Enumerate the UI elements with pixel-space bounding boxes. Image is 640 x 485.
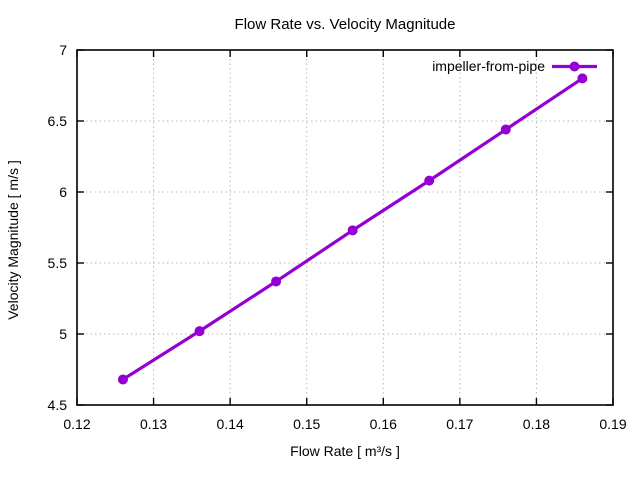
data-point [500, 124, 511, 135]
y-tick-label: 6 [59, 184, 67, 200]
x-tick-label: 0.13 [140, 416, 167, 432]
y-axis-label: Velocity Magnitude [ m/s ] [5, 160, 21, 320]
y-tick-labels: 4.5 5 5.5 6 6.5 7 [48, 42, 68, 413]
data-point [117, 374, 128, 385]
x-tick-labels: 0.12 0.13 0.14 0.15 0.16 0.17 0.18 0.19 [63, 416, 626, 432]
legend-label: impeller-from-pipe [432, 58, 545, 74]
legend: impeller-from-pipe [432, 58, 597, 74]
x-tick-label: 0.15 [293, 416, 320, 432]
x-tick-label: 0.18 [523, 416, 550, 432]
grid [76, 49, 614, 406]
y-tick-label: 4.5 [48, 397, 68, 413]
plot-border [76, 49, 614, 406]
y-tick-label: 5 [59, 326, 67, 342]
data-point [347, 225, 358, 236]
y-tick-label: 5.5 [48, 255, 68, 271]
x-axis-label: Flow Rate [ m³/s ] [290, 443, 400, 459]
data-point [271, 276, 282, 287]
y-tick-label: 7 [59, 42, 67, 58]
data-points [117, 73, 588, 385]
data-point [577, 73, 588, 84]
x-tick-label: 0.19 [599, 416, 626, 432]
x-tick-label: 0.17 [446, 416, 473, 432]
x-tick-label: 0.16 [370, 416, 397, 432]
chart-title: Flow Rate vs. Velocity Magnitude [235, 16, 456, 33]
legend-marker [569, 61, 580, 72]
y-tick-label: 6.5 [48, 113, 68, 129]
x-tick-label: 0.14 [217, 416, 244, 432]
x-tick-label: 0.12 [63, 416, 90, 432]
data-point [194, 326, 205, 337]
data-point [424, 175, 435, 186]
axis-ticks [76, 49, 614, 406]
